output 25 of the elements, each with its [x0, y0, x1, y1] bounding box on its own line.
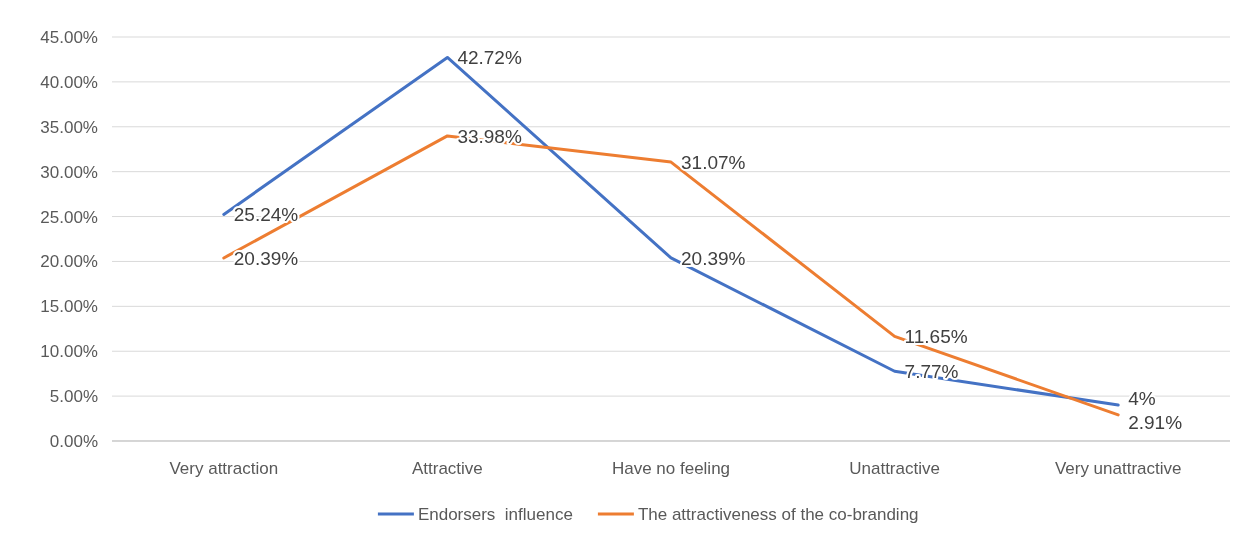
data-label: 42.72%	[457, 47, 522, 69]
data-label: 20.39%	[681, 247, 746, 269]
y-tick-label: 25.00%	[40, 207, 98, 227]
y-tick-label: 40.00%	[40, 72, 98, 92]
y-tick-label: 0.00%	[49, 431, 98, 451]
x-tick-label: Have no feeling	[611, 459, 731, 478]
y-tick-label: 5.00%	[49, 387, 98, 407]
x-tick-label: Very attraction	[169, 459, 279, 478]
y-tick-label: 30.00%	[40, 162, 98, 182]
y-tick-label: 20.00%	[40, 252, 98, 272]
legend-label: Endorsers influence	[417, 504, 573, 524]
data-label: 4%	[1128, 387, 1156, 409]
y-tick-label: 15.00%	[40, 297, 98, 317]
data-label: 25.24%	[233, 204, 299, 226]
y-tick-label: 35.00%	[40, 117, 98, 137]
x-tick-label: Attractive	[411, 459, 483, 478]
y-tick-label: 45.00%	[40, 27, 98, 47]
x-tick-label: Unattractive	[849, 459, 940, 478]
data-label: 20.39%	[233, 247, 299, 269]
data-label: 2.91%	[1128, 411, 1183, 433]
x-tick-label: Very unattractive	[1054, 459, 1182, 478]
data-label: 11.65%	[904, 326, 968, 348]
y-tick-label: 10.00%	[40, 342, 98, 362]
legend-label: The attractiveness of the co-branding	[637, 504, 919, 524]
data-label: 31.07%	[681, 151, 746, 173]
